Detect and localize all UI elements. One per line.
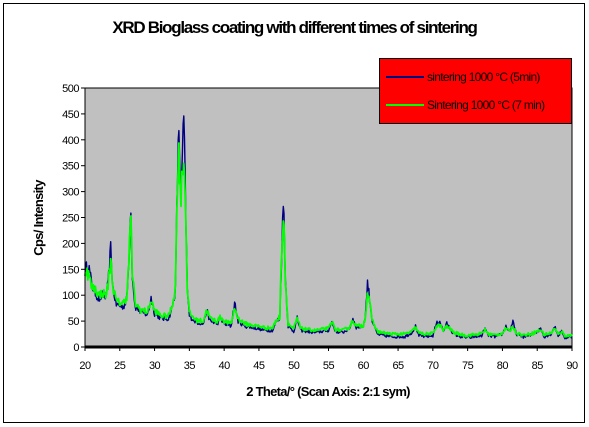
y-tick-label: 400 xyxy=(62,135,79,147)
chart-title: XRD Bioglass coating with different time… xyxy=(112,18,478,37)
x-tick-label: 75 xyxy=(462,360,474,372)
series-group xyxy=(84,115,573,340)
y-tick-label: 0 xyxy=(73,342,79,354)
legend: sintering 1000 °C (5min) Sintering 1000 … xyxy=(379,58,572,124)
x-tick-label: 25 xyxy=(114,360,126,372)
x-tick-label: 65 xyxy=(392,360,404,372)
x-tick-label: 20 xyxy=(79,360,91,372)
x-tick-label: 30 xyxy=(149,360,161,372)
y-axis-label: Cps/ Intensity xyxy=(31,179,46,256)
x-tick-label: 35 xyxy=(184,360,196,372)
legend-item-series-2: Sintering 1000 °C (7 min) xyxy=(386,97,545,113)
y-tick-label: 150 xyxy=(62,264,79,276)
x-tick-label: 60 xyxy=(358,360,370,372)
x-axis-label: 2 Theta/° (Scan Axis: 2:1 sym) xyxy=(246,384,410,399)
legend-label-series-1: sintering 1000 °C (5min) xyxy=(427,70,540,84)
y-tick-label: 500 xyxy=(62,83,79,95)
x-tick-label: 85 xyxy=(532,360,544,372)
y-tick-label: 350 xyxy=(62,161,79,173)
legend-label-series-2: Sintering 1000 °C (7 min) xyxy=(427,98,545,112)
x-tick-label: 50 xyxy=(288,360,300,372)
plot-area xyxy=(84,87,573,348)
x-tick-label: 90 xyxy=(566,360,578,372)
x-tick-label: 80 xyxy=(497,360,509,372)
x-tick-label: 70 xyxy=(427,360,439,372)
x-tick-label: 45 xyxy=(253,360,265,372)
legend-swatch-series-1 xyxy=(386,76,424,78)
y-tick-label: 200 xyxy=(62,238,79,250)
x-tick-label: 40 xyxy=(219,360,231,372)
legend-swatch-series-2 xyxy=(386,104,424,106)
y-tick-label: 250 xyxy=(62,213,79,225)
y-tick-label: 100 xyxy=(62,290,79,302)
y-tick-label: 450 xyxy=(62,109,79,121)
y-tick-label: 300 xyxy=(62,187,79,199)
y-tick-label: 50 xyxy=(68,316,80,328)
x-tick-label: 55 xyxy=(323,360,335,372)
axes-group: 0 50 100 150 200 250 300 350 400 450 500 20 25 30 35 40… xyxy=(62,83,578,372)
series-line-2 xyxy=(84,142,573,338)
legend-item-series-1: sintering 1000 °C (5min) xyxy=(386,69,540,85)
